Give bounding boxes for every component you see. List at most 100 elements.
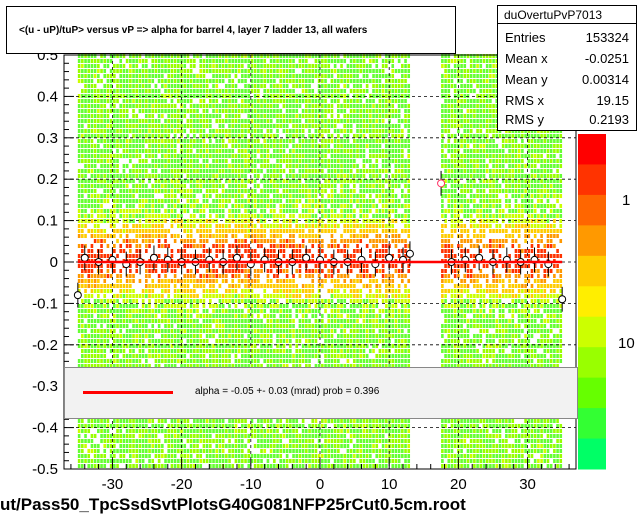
heatmap-cell	[164, 334, 167, 338]
heatmap-cell	[212, 269, 215, 273]
heatmap-cell	[285, 189, 289, 193]
heatmap-cell	[164, 354, 167, 358]
heatmap-cell	[113, 79, 116, 83]
heatmap-cell	[218, 204, 222, 208]
heatmap-cell	[276, 169, 279, 173]
heatmap-cell	[257, 174, 260, 178]
heatmap-cell	[81, 139, 84, 143]
heatmap-cell	[167, 89, 171, 93]
heatmap-cell	[84, 89, 87, 93]
heatmap-cell	[215, 154, 219, 158]
heatmap-cell	[253, 364, 257, 368]
heatmap-cell	[132, 94, 135, 98]
heatmap-cell	[215, 139, 219, 143]
heatmap-cell	[295, 194, 299, 198]
heatmap-cell	[164, 89, 167, 93]
heatmap-cell	[119, 229, 123, 233]
heatmap-cell	[199, 284, 203, 288]
heatmap-cell	[189, 459, 193, 463]
heatmap-cell	[170, 339, 174, 343]
heatmap-cell	[263, 304, 267, 308]
heatmap-cell	[196, 144, 199, 148]
heatmap-cell	[295, 99, 299, 103]
heatmap-cell	[237, 184, 241, 188]
heatmap-cell	[221, 329, 225, 333]
heatmap-cell	[170, 149, 174, 153]
heatmap-cell	[295, 154, 299, 158]
heatmap-cell	[84, 429, 87, 433]
heatmap-cell	[81, 354, 84, 358]
heatmap-cell	[292, 284, 295, 288]
heatmap-cell	[202, 124, 206, 128]
heatmap-cell	[164, 119, 167, 123]
heatmap-cell	[247, 144, 251, 148]
heatmap-cell	[81, 319, 84, 323]
heatmap-cell	[205, 429, 209, 433]
heatmap-cell	[145, 289, 148, 293]
heatmap-cell	[125, 204, 129, 208]
heatmap-cell	[295, 429, 299, 433]
heatmap-cell	[285, 264, 289, 268]
heatmap-cell	[298, 424, 302, 428]
heatmap-cell	[189, 244, 193, 248]
heatmap-cell	[266, 464, 270, 468]
heatmap-cell	[244, 279, 247, 283]
heatmap-cell	[132, 79, 135, 83]
heatmap-cell	[225, 364, 228, 368]
heatmap-cell	[125, 344, 129, 348]
heatmap-cell	[279, 444, 283, 448]
heatmap-cell	[186, 144, 190, 148]
heatmap-cell	[273, 179, 276, 183]
heatmap-cell	[279, 364, 283, 368]
heatmap-cell	[250, 69, 254, 73]
heatmap-cell	[209, 459, 212, 463]
heatmap-cell	[189, 84, 193, 88]
heatmap-cell	[125, 109, 129, 113]
heatmap-cell	[135, 294, 139, 298]
heatmap-cell	[157, 74, 161, 78]
heatmap-cell	[241, 119, 244, 123]
heatmap-cell	[93, 154, 97, 158]
heatmap-cell	[218, 234, 222, 238]
heatmap-cell	[228, 329, 231, 333]
heatmap-cell	[202, 439, 206, 443]
heatmap-cell	[247, 154, 251, 158]
heatmap-cell	[148, 274, 151, 278]
heatmap-cell	[276, 324, 279, 328]
heatmap-cell	[84, 64, 87, 68]
heatmap-cell	[266, 204, 270, 208]
heatmap-cell	[161, 349, 164, 353]
heatmap-cell	[276, 274, 279, 278]
heatmap-cell	[90, 334, 94, 338]
heatmap-cell	[234, 154, 238, 158]
heatmap-cell	[167, 164, 171, 168]
heatmap-cell	[266, 199, 270, 203]
heatmap-cell	[263, 429, 267, 433]
heatmap-cell	[132, 309, 135, 313]
heatmap-cell	[260, 319, 263, 323]
heatmap-cell	[263, 339, 267, 343]
heatmap-cell	[289, 174, 292, 178]
heatmap-cell	[151, 449, 155, 453]
heatmap-cell	[84, 209, 87, 213]
heatmap-cell	[145, 209, 148, 213]
heatmap-cell	[205, 424, 209, 428]
heatmap-cell	[164, 459, 167, 463]
heatmap-cell	[253, 69, 257, 73]
heatmap-cell	[100, 129, 103, 133]
heatmap-cell	[273, 79, 276, 83]
heatmap-cell	[186, 454, 190, 458]
heatmap-cell	[193, 334, 196, 338]
heatmap-cell	[257, 109, 260, 113]
heatmap-cell	[109, 59, 113, 63]
heatmap-cell	[199, 74, 203, 78]
heatmap-cell	[145, 244, 148, 248]
heatmap-cell	[276, 219, 279, 223]
heatmap-cell	[244, 169, 247, 173]
heatmap-cell	[231, 169, 235, 173]
heatmap-cell	[250, 434, 254, 438]
heatmap-cell	[221, 299, 225, 303]
heatmap-cell	[212, 169, 215, 173]
heatmap-cell	[109, 159, 113, 163]
heatmap-cell	[225, 299, 228, 303]
